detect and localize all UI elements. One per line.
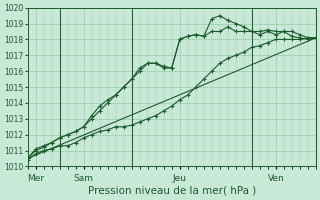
X-axis label: Pression niveau de la mer( hPa ): Pression niveau de la mer( hPa ) [88,186,256,196]
